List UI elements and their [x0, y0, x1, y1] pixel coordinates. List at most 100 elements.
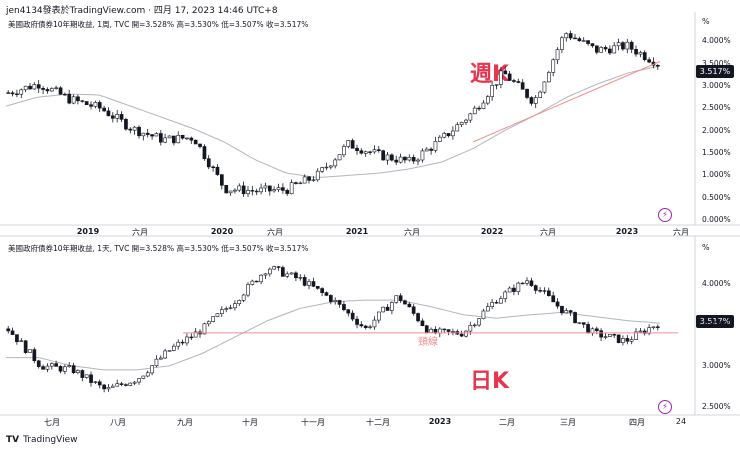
- weekly-candle-body: [333, 159, 338, 167]
- weekly-legend: 美國政府債券10年期收益, 1周, TVC 開=3.528% 高=3.530% …: [8, 20, 309, 29]
- daily-candle-body: [62, 366, 67, 372]
- daily-candle-body: [80, 370, 85, 378]
- daily-candle-body: [302, 277, 307, 286]
- daily-candle-body: [394, 295, 399, 303]
- daily-candle-body: [141, 375, 146, 379]
- daily-candle-body: [568, 310, 573, 313]
- weekly-candle-body: [594, 45, 599, 53]
- weekly-candle-body: [285, 190, 290, 194]
- daily-y-tick: 3.500%: [702, 319, 731, 329]
- daily-candle-body: [15, 334, 19, 343]
- daily-candle-body: [555, 301, 560, 307]
- weekly-candle-body: [180, 135, 185, 139]
- weekly-candle-body: [429, 148, 434, 151]
- weekly-x-tick: 2019: [76, 227, 100, 236]
- weekly-candle-body: [346, 140, 351, 147]
- daily-candle-body: [267, 268, 272, 275]
- daily-candle-body: [533, 285, 538, 291]
- daily-candle-body: [542, 290, 547, 292]
- weekly-candle-body: [89, 104, 93, 107]
- weekly-candle-body: [464, 119, 468, 123]
- weekly-candle-body: [573, 37, 577, 40]
- daily-candle-body: [97, 381, 102, 386]
- weekly-candle-body: [6, 92, 11, 94]
- weekly-candle-body: [167, 135, 172, 139]
- weekly-candle-body: [355, 147, 359, 151]
- daily-unit: %: [702, 243, 710, 252]
- daily-x-tick: 四月: [629, 418, 645, 427]
- daily-candle-body: [420, 320, 425, 326]
- weekly-candle-body: [128, 128, 133, 131]
- daily-x-tick: 二月: [499, 418, 515, 427]
- weekly-candle-body: [106, 110, 111, 117]
- page-header: jen4134發表於TradingView.com · 四月 17, 2023 …: [6, 6, 278, 16]
- weekly-candle-body: [141, 132, 146, 137]
- daily-candle-body: [498, 298, 503, 304]
- daily-candle-body: [398, 295, 403, 301]
- weekly-candle-body: [267, 185, 272, 192]
- daily-candle-body: [10, 330, 15, 335]
- daily-candle-body: [76, 370, 80, 374]
- daily-candle-body: [612, 334, 617, 336]
- weekly-candle-body: [342, 146, 346, 156]
- daily-candle-body: [512, 287, 516, 292]
- weekly-trendline: [472, 61, 661, 143]
- daily-candle-body: [115, 383, 120, 387]
- weekly-x-tick: 六月: [673, 228, 689, 237]
- daily-candle-body: [503, 291, 508, 299]
- daily-candle-body: [67, 365, 72, 368]
- daily-candle-body: [446, 329, 451, 332]
- daily-candle-body: [381, 306, 386, 313]
- weekly-candle-body: [359, 150, 364, 154]
- daily-candle-body: [132, 381, 137, 384]
- weekly-candle-body: [58, 87, 63, 95]
- daily-candle-body: [211, 316, 216, 322]
- weekly-candle-body: [590, 43, 595, 47]
- weekly-candle-body: [612, 45, 617, 54]
- daily-candle-body: [32, 349, 37, 362]
- daily-candle-body: [93, 381, 98, 383]
- weekly-candle-body: [302, 176, 307, 184]
- weekly-candle-body: [481, 102, 486, 109]
- daily-lightning-icon[interactable]: ⚡: [658, 400, 672, 414]
- weekly-candle-body: [220, 174, 224, 186]
- weekly-candle-body: [337, 154, 342, 161]
- daily-candle-body: [180, 341, 185, 344]
- daily-candle-body: [429, 328, 434, 333]
- daily-candle-body: [49, 363, 54, 367]
- weekly-candle-body: [655, 65, 660, 67]
- daily-candle-body: [599, 330, 603, 338]
- daily-candle-body: [490, 302, 495, 307]
- weekly-price-tag: 3.517%: [696, 65, 734, 78]
- weekly-candle-body: [642, 52, 647, 60]
- daily-candle-body: [464, 330, 468, 337]
- daily-candle-body: [159, 357, 163, 360]
- footer-brand: TV TradingView: [6, 435, 78, 445]
- daily-title: 日K: [470, 369, 510, 394]
- weekly-lightning-icon[interactable]: ⚡: [658, 208, 672, 222]
- weekly-candle-body: [23, 85, 28, 91]
- weekly-candle-body: [389, 154, 394, 161]
- daily-candle-body: [442, 328, 447, 331]
- weekly-candle-body: [442, 133, 447, 138]
- daily-candle-body: [586, 324, 590, 334]
- daily-candle-body: [176, 341, 181, 347]
- weekly-y-tick: 0.000%: [702, 215, 731, 224]
- weekly-candle-body: [132, 126, 137, 131]
- weekly-candle-body: [512, 80, 516, 82]
- weekly-candle-body: [324, 166, 329, 169]
- daily-candle-body: [560, 305, 564, 314]
- daily-moving-average-line: [6, 299, 661, 371]
- weekly-candle-body: [385, 154, 390, 161]
- weekly-candle-body: [215, 166, 220, 175]
- daily-candle-body: [172, 345, 176, 351]
- daily-candle-body: [520, 282, 525, 285]
- daily-candle-body: [19, 340, 24, 342]
- weekly-candle-body: [189, 137, 194, 141]
- weekly-candle-body: [520, 82, 525, 90]
- weekly-candle-body: [503, 70, 508, 75]
- daily-candle-body: [638, 330, 643, 333]
- weekly-candle-body: [555, 49, 560, 61]
- daily-candle-body: [154, 358, 159, 367]
- daily-candle-body: [41, 366, 45, 370]
